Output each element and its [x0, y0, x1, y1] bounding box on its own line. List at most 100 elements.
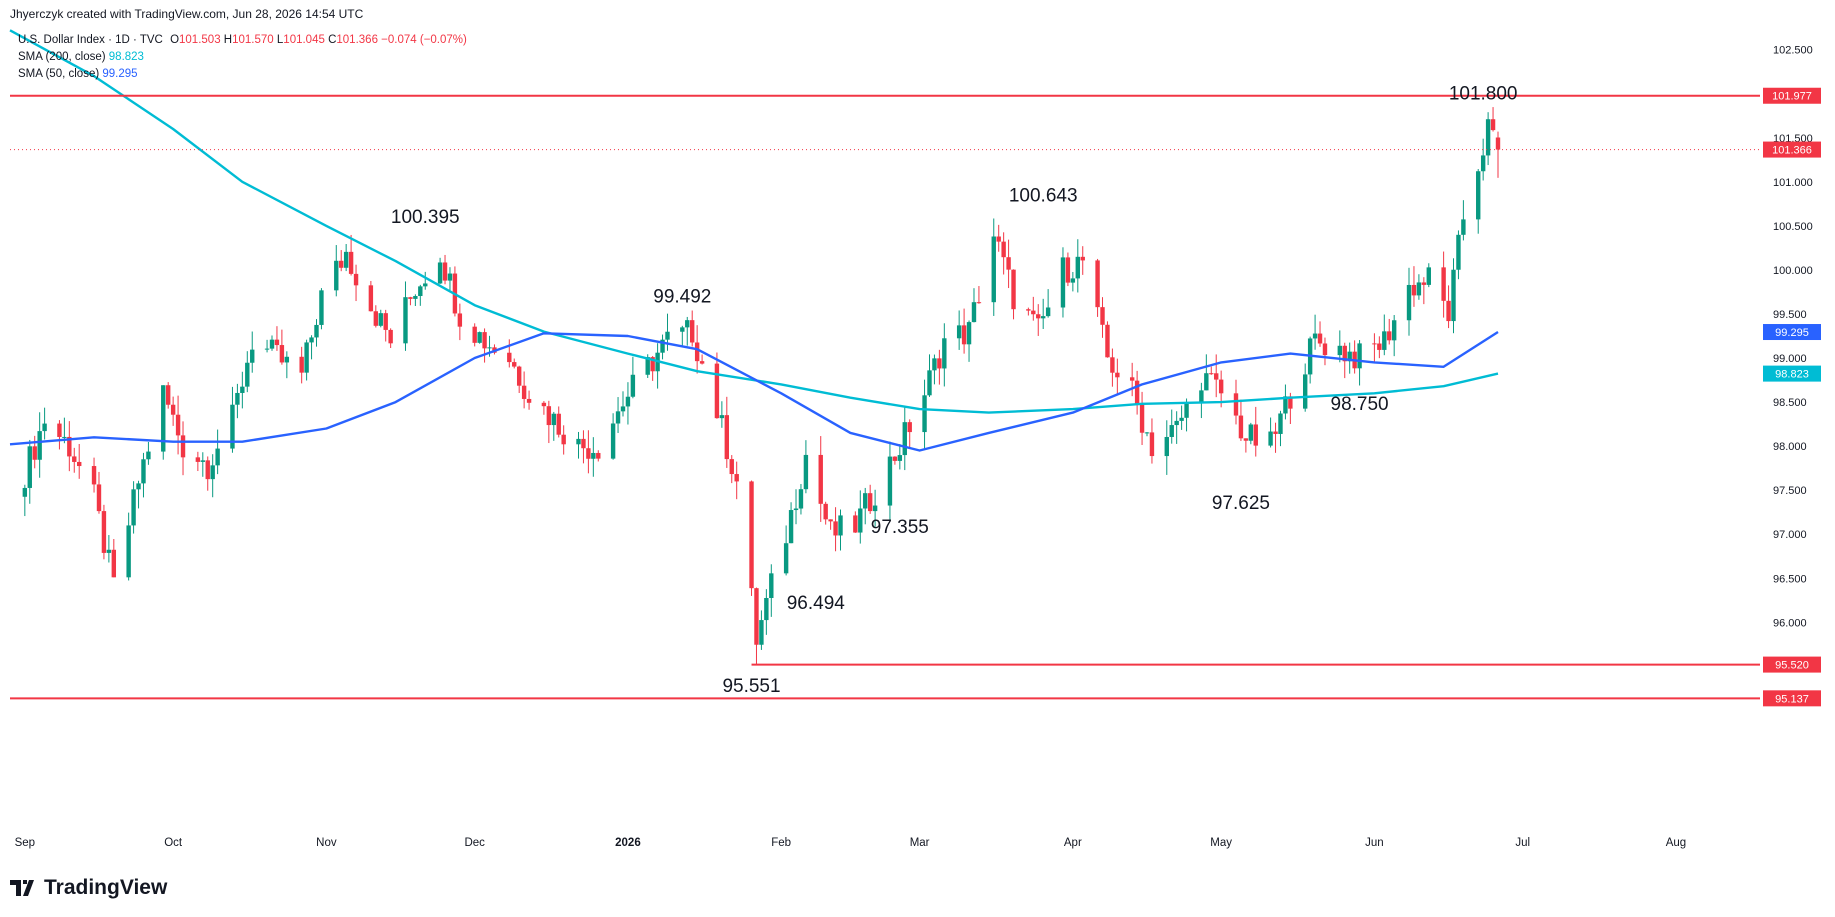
candle-body: [418, 286, 423, 297]
candle-body: [798, 489, 804, 509]
low-label: L: [276, 34, 284, 46]
close-label: C: [328, 34, 337, 46]
candle-body: [788, 510, 794, 544]
candle-body: [1031, 310, 1036, 315]
sma200-legend[interactable]: SMA (200, close) 98.823: [18, 51, 144, 63]
candle-body: [1411, 284, 1417, 296]
candle-body: [1426, 267, 1431, 285]
candle-body: [274, 339, 280, 346]
sma200-label: SMA (200, close): [18, 51, 106, 63]
candle-body: [754, 588, 759, 645]
candle-body: [101, 511, 107, 553]
candle-body: [62, 436, 67, 438]
candle-body: [205, 460, 210, 480]
candle-body: [1075, 256, 1080, 279]
candle-body: [1273, 431, 1278, 434]
candle-body: [1026, 309, 1031, 311]
candle-body: [1357, 343, 1362, 369]
candle-body: [1342, 345, 1347, 362]
candle-body: [408, 297, 413, 299]
candle-body: [22, 487, 28, 497]
candle-body: [1302, 374, 1308, 409]
level-price-tag: [1763, 87, 1821, 104]
candle-body: [1495, 137, 1501, 150]
candle-body: [818, 454, 823, 504]
candle-body: [650, 357, 655, 372]
price-annotation: 95.551: [722, 676, 780, 697]
candle-body: [1387, 331, 1392, 341]
candle-body: [96, 484, 102, 512]
candle-body: [1451, 269, 1456, 322]
candle-body: [1243, 438, 1249, 441]
candle-body: [576, 438, 581, 445]
candle-body: [353, 273, 359, 286]
candle-body: [942, 338, 947, 369]
candle-body: [141, 459, 146, 484]
candle-body: [546, 406, 552, 426]
candle-body: [724, 415, 730, 460]
tradingview-logo[interactable]: TradingView: [10, 876, 167, 900]
candle-body: [309, 337, 314, 343]
candle-body: [922, 395, 927, 433]
level-price-label: 101.977: [1772, 91, 1812, 103]
candle-body: [1278, 413, 1283, 434]
candle-body: [729, 459, 734, 475]
candle-body: [477, 332, 482, 343]
candle-body: [388, 329, 393, 344]
candle-body: [1490, 119, 1496, 131]
candle-body: [526, 398, 532, 403]
sma-price-label: 99.295: [1775, 327, 1809, 339]
symbol-name: U.S. Dollar Index · 1D · TVC: [18, 34, 163, 46]
price-annotation: 101.800: [1449, 83, 1518, 104]
x-tick-label: Mar: [910, 837, 930, 849]
candle-body: [334, 260, 339, 291]
symbol-legend[interactable]: U.S. Dollar Index · 1D · TVC O101.503 H1…: [18, 34, 467, 46]
candle-body: [77, 461, 82, 467]
y-tick-label: 99.000: [1773, 353, 1807, 365]
price-annotation: 96.494: [787, 593, 846, 614]
candle-body: [175, 414, 181, 436]
price-annotation: 97.625: [1212, 493, 1270, 514]
candle-body: [37, 431, 42, 460]
y-tick-label: 97.500: [1773, 485, 1807, 497]
candle-body: [27, 446, 32, 488]
open-value: 101.503: [179, 34, 221, 46]
candle-body: [1139, 404, 1145, 433]
candle-body: [314, 324, 319, 338]
y-tick-label: 97.000: [1773, 529, 1807, 541]
candle-body: [403, 297, 408, 344]
candle-body: [299, 356, 304, 373]
candle-body: [1209, 373, 1214, 375]
x-tick-label: Jun: [1365, 837, 1384, 849]
brand-name: TradingView: [44, 876, 168, 899]
candle-body: [610, 423, 616, 459]
y-tick-label: 100.000: [1773, 265, 1813, 277]
low-value: 101.045: [283, 34, 325, 46]
sma50-legend[interactable]: SMA (50, close) 99.295: [18, 68, 138, 80]
sma-price-tag: [1763, 324, 1821, 341]
candle-body: [853, 515, 858, 533]
candle-body: [803, 454, 809, 490]
candle-body: [1045, 307, 1051, 317]
candle-body: [423, 283, 428, 287]
candle-body: [625, 396, 631, 407]
candle-body: [42, 423, 47, 432]
price-annotation: 97.355: [871, 517, 929, 538]
high-value: 101.570: [232, 34, 274, 46]
candle-body: [210, 465, 215, 480]
candle-body: [1238, 415, 1244, 439]
candle-body: [1065, 257, 1071, 283]
candle-body: [180, 435, 186, 458]
candle-body: [170, 404, 176, 415]
level-price-label: 95.520: [1775, 660, 1809, 672]
candle-body: [1377, 343, 1382, 350]
candle-body: [1248, 424, 1254, 441]
candle-body: [240, 386, 245, 393]
candle-body: [927, 370, 932, 396]
candle-body: [956, 325, 962, 339]
candle-body: [966, 322, 972, 345]
candle-body: [1480, 155, 1486, 172]
candle-body: [976, 302, 982, 304]
candle-body: [1382, 331, 1387, 350]
